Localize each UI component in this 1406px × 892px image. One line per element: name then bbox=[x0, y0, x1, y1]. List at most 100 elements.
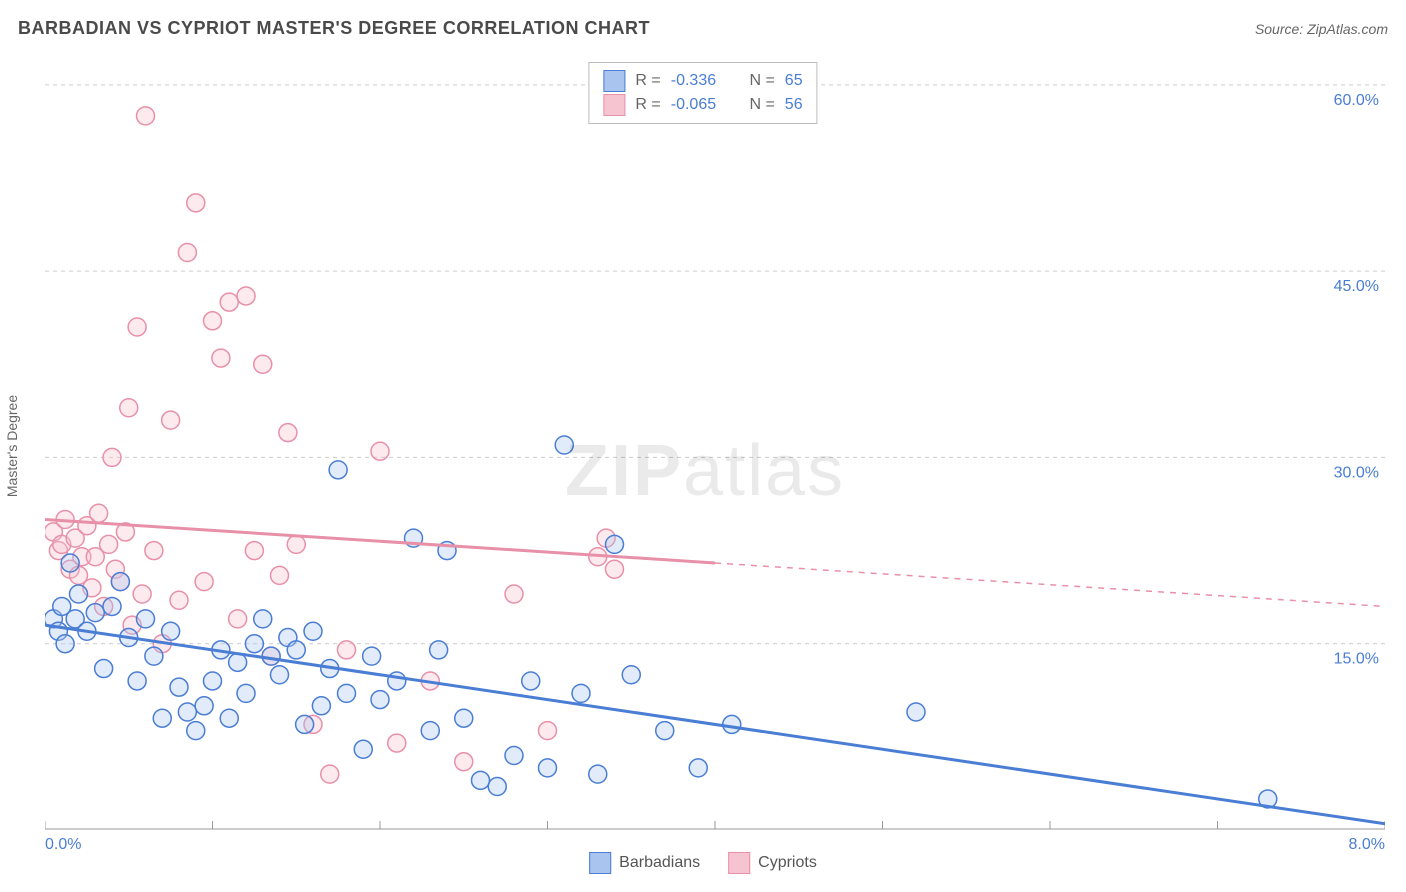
data-point bbox=[689, 759, 707, 777]
data-point bbox=[287, 641, 305, 659]
data-point bbox=[271, 566, 289, 584]
data-point bbox=[505, 585, 523, 603]
data-point bbox=[137, 610, 155, 628]
data-point bbox=[656, 722, 674, 740]
data-point bbox=[488, 778, 506, 796]
trend-line bbox=[45, 625, 1385, 824]
legend-row: R = -0.336 N = 65 bbox=[603, 69, 802, 93]
data-point bbox=[287, 535, 305, 553]
data-point bbox=[606, 560, 624, 578]
legend-swatch bbox=[589, 852, 611, 874]
legend-swatch bbox=[728, 852, 750, 874]
data-point bbox=[100, 535, 118, 553]
legend-swatch bbox=[603, 94, 625, 116]
data-point bbox=[421, 722, 439, 740]
svg-text:15.0%: 15.0% bbox=[1334, 651, 1379, 668]
data-point bbox=[312, 697, 330, 715]
trend-line-extrapolated bbox=[715, 563, 1385, 606]
data-point bbox=[204, 312, 222, 330]
data-point bbox=[178, 244, 196, 262]
data-point bbox=[56, 635, 74, 653]
data-point bbox=[220, 293, 238, 311]
chart-title: BARBADIAN VS CYPRIOT MASTER'S DEGREE COR… bbox=[18, 18, 650, 39]
chart-area: 15.0%30.0%45.0%60.0% ZIPatlas 0.0%8.0% bbox=[45, 60, 1385, 830]
data-point bbox=[262, 647, 280, 665]
data-point bbox=[162, 411, 180, 429]
data-point bbox=[61, 554, 79, 572]
data-point bbox=[245, 542, 263, 560]
data-point bbox=[245, 635, 263, 653]
axis-tick-label: 0.0% bbox=[45, 836, 81, 854]
data-point bbox=[622, 666, 640, 684]
data-point bbox=[572, 684, 590, 702]
data-point bbox=[296, 715, 314, 733]
data-point bbox=[354, 740, 372, 758]
chart-header: BARBADIAN VS CYPRIOT MASTER'S DEGREE COR… bbox=[18, 18, 1388, 39]
data-point bbox=[195, 697, 213, 715]
data-point bbox=[237, 287, 255, 305]
data-point bbox=[153, 709, 171, 727]
data-point bbox=[133, 585, 151, 603]
data-point bbox=[455, 753, 473, 771]
data-point bbox=[472, 771, 490, 789]
data-point bbox=[187, 722, 205, 740]
data-point bbox=[195, 573, 213, 591]
data-point bbox=[128, 318, 146, 336]
data-point bbox=[388, 672, 406, 690]
data-point bbox=[329, 461, 347, 479]
svg-text:60.0%: 60.0% bbox=[1334, 92, 1379, 109]
legend-swatch bbox=[603, 70, 625, 92]
data-point bbox=[539, 759, 557, 777]
data-point bbox=[111, 573, 129, 591]
data-point bbox=[162, 622, 180, 640]
axis-tick-label: 8.0% bbox=[1349, 836, 1385, 854]
data-point bbox=[170, 678, 188, 696]
data-point bbox=[371, 442, 389, 460]
data-point bbox=[723, 715, 741, 733]
legend-label: Barbadians bbox=[619, 854, 700, 872]
data-point bbox=[220, 709, 238, 727]
data-point bbox=[271, 666, 289, 684]
data-point bbox=[371, 691, 389, 709]
data-point bbox=[304, 622, 322, 640]
data-point bbox=[279, 424, 297, 442]
data-point bbox=[229, 610, 247, 628]
svg-text:30.0%: 30.0% bbox=[1334, 464, 1379, 481]
data-point bbox=[455, 709, 473, 727]
svg-text:45.0%: 45.0% bbox=[1334, 278, 1379, 295]
data-point bbox=[338, 641, 356, 659]
series-legend: Barbadians Cypriots bbox=[589, 852, 817, 874]
legend-label: Cypriots bbox=[758, 854, 817, 872]
data-point bbox=[103, 448, 121, 466]
data-point bbox=[237, 684, 255, 702]
data-point bbox=[145, 542, 163, 560]
data-point bbox=[70, 585, 88, 603]
legend-item: Barbadians bbox=[589, 852, 700, 874]
data-point bbox=[86, 604, 104, 622]
data-point bbox=[170, 591, 188, 609]
data-point bbox=[254, 610, 272, 628]
data-point bbox=[204, 672, 222, 690]
data-point bbox=[522, 672, 540, 690]
data-point bbox=[555, 436, 573, 454]
data-point bbox=[178, 703, 196, 721]
data-point bbox=[430, 641, 448, 659]
data-point bbox=[254, 355, 272, 373]
scatter-chart: 15.0% 30.0% 45.0% 60.0% bbox=[45, 60, 1385, 830]
data-point bbox=[187, 194, 205, 212]
data-point bbox=[120, 399, 138, 417]
data-point bbox=[145, 647, 163, 665]
data-point bbox=[103, 597, 121, 615]
legend-item: Cypriots bbox=[728, 852, 817, 874]
data-point bbox=[338, 684, 356, 702]
data-point bbox=[539, 722, 557, 740]
data-point bbox=[95, 660, 113, 678]
data-point bbox=[212, 349, 230, 367]
data-point bbox=[90, 504, 108, 522]
chart-source: Source: ZipAtlas.com bbox=[1255, 21, 1388, 37]
data-point bbox=[363, 647, 381, 665]
correlation-legend: R = -0.336 N = 65R = -0.065 N = 56 bbox=[588, 62, 817, 124]
data-point bbox=[606, 535, 624, 553]
data-point bbox=[907, 703, 925, 721]
data-point bbox=[388, 734, 406, 752]
